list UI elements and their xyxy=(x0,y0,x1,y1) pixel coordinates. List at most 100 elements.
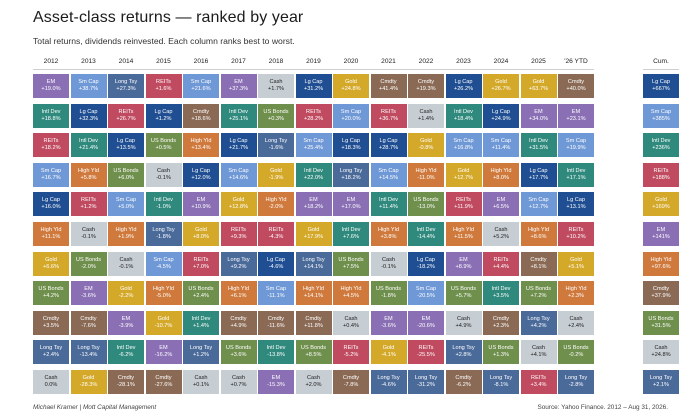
column-header: 2019 xyxy=(306,58,321,65)
return-cell: Cmdty +3.5% xyxy=(33,310,69,335)
return-cell: Cmdty +4.9% xyxy=(220,310,257,335)
return-cell: EM +141% xyxy=(643,222,679,246)
return-cell: Intl Dev +18.4% xyxy=(445,103,482,128)
return-value: +11.4% xyxy=(491,145,511,152)
return-value: +7.2% xyxy=(530,293,547,300)
return-value: +23.1% xyxy=(566,115,586,122)
return-cell: Gold -1.9% xyxy=(258,162,294,187)
asset-class-label: Lg Cap xyxy=(191,167,211,174)
return-value: +18.6% xyxy=(191,115,211,122)
return-value: +10.9% xyxy=(191,204,211,211)
asset-class-label: Intl Dev xyxy=(229,108,248,115)
return-cell: Intl Dev +1.4% xyxy=(183,310,219,335)
return-cell: Cash +1.7% xyxy=(258,74,294,98)
asset-class-label: Cash xyxy=(569,315,583,322)
return-cell: Cash +0.4% xyxy=(333,310,369,335)
asset-class-label: Cash xyxy=(194,375,208,381)
return-value: +18.8% xyxy=(41,115,61,122)
return-cell: Sm Cap +20.0% xyxy=(333,103,369,128)
return-value: -2.2% xyxy=(118,293,134,300)
return-value: +31.5% xyxy=(651,322,671,329)
return-cell: Lg Cap +12.0% xyxy=(183,162,219,187)
return-cell: High Yld +14.1% xyxy=(295,281,332,306)
return-cell: Intl Dev -14.4% xyxy=(408,222,444,246)
asset-class-label: US Bonds xyxy=(488,345,514,352)
return-cell: EM +6.5% xyxy=(483,192,519,217)
return-cell: Cmdty +40.0% xyxy=(558,74,594,98)
return-value: +1.4% xyxy=(192,322,210,329)
asset-class-label: Sm Cap xyxy=(303,138,324,145)
return-value: +18.4% xyxy=(453,115,474,122)
return-value: -1.8% xyxy=(381,293,396,300)
asset-class-label: Sm Cap xyxy=(115,197,137,204)
return-value: +1.9% xyxy=(117,234,135,240)
return-cell: REITs -4.3% xyxy=(258,222,294,246)
return-value: -31.2% xyxy=(417,382,435,388)
asset-class-label: US Bonds xyxy=(375,286,402,293)
asset-class-label: High Yld xyxy=(40,227,62,233)
asset-class-label: US Bonds xyxy=(450,286,477,293)
asset-class-label: REITs xyxy=(568,227,584,233)
return-cell: Cmdty -6.2% xyxy=(445,370,482,394)
return-value: +141% xyxy=(652,234,670,240)
return-value: +236% xyxy=(652,145,670,152)
return-value: +667% xyxy=(652,86,670,92)
asset-class-label: US Bonds xyxy=(38,286,64,293)
return-cell: Lg Cap +17.7% xyxy=(520,162,557,187)
return-cell: Cmdty -28.1% xyxy=(108,370,144,394)
asset-class-label: Lg Cap xyxy=(416,256,436,263)
asset-class-label: High Yld xyxy=(190,138,212,145)
asset-class-label: Gold xyxy=(307,227,320,233)
return-value: -28.1% xyxy=(117,382,135,388)
asset-class-label: Long Tsy xyxy=(114,79,138,85)
return-value: +4.1% xyxy=(530,352,547,359)
asset-class-label: US Bonds xyxy=(648,315,674,322)
return-value: +18.3% xyxy=(341,145,361,152)
asset-class-label: Intl Dev xyxy=(116,345,136,352)
return-value: +63.7% xyxy=(528,86,549,92)
asset-class-label: Lg Cap xyxy=(304,79,323,85)
return-cell: Gold +26.7% xyxy=(483,74,519,98)
return-cell: REITs +36.7% xyxy=(370,103,407,128)
return-cell: High Yld +11.1% xyxy=(33,222,69,246)
asset-class-label: EM xyxy=(346,197,356,204)
asset-class-label: REITs xyxy=(381,108,396,115)
return-cell: Intl Dev +7.6% xyxy=(333,222,369,246)
return-value: -1.9% xyxy=(268,174,284,181)
return-cell: Intl Dev +22.0% xyxy=(295,162,332,187)
return-value: +11.8% xyxy=(304,322,323,329)
return-cell: Gold -28.3% xyxy=(70,370,107,394)
return-cell: REITs +1.2% xyxy=(70,192,107,217)
return-value: +12.7% xyxy=(528,204,549,211)
return-cell: Cmdty +8.1% xyxy=(520,251,557,276)
asset-class-label: US Bonds xyxy=(75,256,102,263)
return-cell: EM -3.6% xyxy=(70,281,107,306)
return-value: -3.6% xyxy=(381,322,396,329)
asset-class-label: Cash xyxy=(119,256,133,263)
return-value: -4.5% xyxy=(156,263,171,270)
return-cell: Sm Cap +12.7% xyxy=(520,192,557,217)
return-value: +8.1% xyxy=(530,263,547,270)
return-cell: Long Tsy +4.2% xyxy=(520,310,557,335)
return-cell: EM +37.3% xyxy=(220,74,257,98)
asset-class-label: Gold xyxy=(532,79,545,85)
column-header: 2012 xyxy=(43,58,59,65)
return-value: +4.2% xyxy=(42,293,60,300)
return-value: +2.1% xyxy=(652,382,670,388)
return-cell: Lg Cap +18.3% xyxy=(333,133,369,158)
asset-class-label: Cash xyxy=(494,227,508,233)
return-value: -27.6% xyxy=(154,382,173,388)
asset-class-label: US Bonds xyxy=(113,167,139,174)
return-value: +13.1% xyxy=(566,204,586,211)
asset-class-label: Lg Cap xyxy=(229,138,248,145)
column-header: 2022 xyxy=(418,58,434,65)
return-value: -6.2% xyxy=(456,382,471,388)
return-value: +17.9% xyxy=(303,234,324,240)
return-cell: Gold +24.8% xyxy=(333,74,369,98)
return-value: +14.5% xyxy=(378,174,399,181)
asset-class-label: Cmdty xyxy=(305,315,322,322)
return-cell: High Yld -11.0% xyxy=(408,162,444,187)
return-value: +8.0% xyxy=(492,174,510,181)
asset-class-label: Cmdty xyxy=(80,315,97,322)
return-cell: Cmdty -7.6% xyxy=(70,310,107,335)
